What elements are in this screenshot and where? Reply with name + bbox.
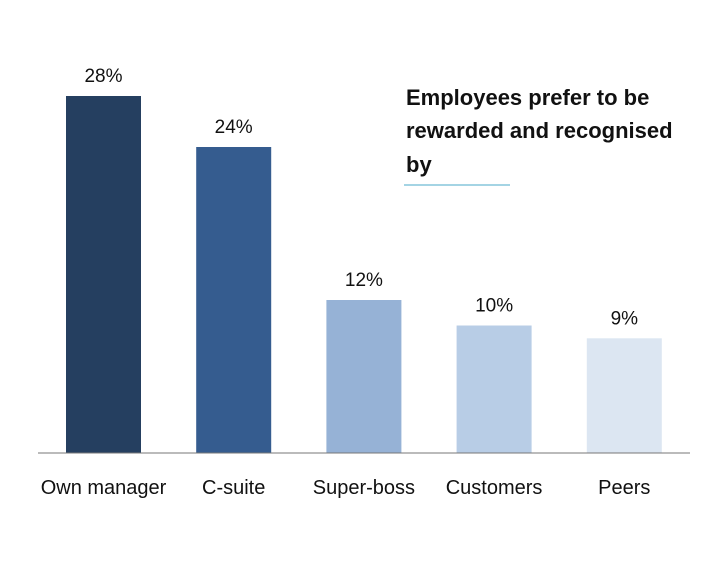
chart-title-line-2: rewarded and recognised	[406, 118, 673, 143]
value-label-peers: 9%	[611, 308, 639, 329]
value-label-customers: 10%	[475, 296, 513, 317]
value-labels-group: 28% 24% 12% 10% 9%	[84, 66, 638, 329]
value-label-super-boss: 12%	[345, 270, 383, 291]
bar-c-suite	[196, 147, 272, 453]
value-label-c-suite: 24%	[215, 117, 253, 138]
bar-customers	[456, 325, 532, 453]
bar-own-manager	[66, 96, 141, 453]
chart-title-line-1: Employees prefer to be	[406, 85, 649, 110]
category-label-customers: Customers	[446, 477, 543, 499]
bar-super-boss	[326, 300, 402, 453]
category-label-peers: Peers	[598, 477, 650, 499]
bar-peers	[586, 338, 662, 454]
category-label-super-boss: Super-boss	[313, 477, 415, 499]
category-label-own-manager: Own manager	[41, 477, 167, 499]
value-label-own-manager: 28%	[84, 66, 122, 87]
chart-title-line-3: by	[406, 152, 432, 177]
chart-title: Employees prefer to be rewarded and reco…	[404, 85, 673, 186]
category-label-c-suite: C-suite	[202, 477, 265, 499]
category-labels-group: Own manager C-suite Super-boss Customers Pee…	[41, 477, 651, 499]
bars-group	[66, 96, 662, 454]
